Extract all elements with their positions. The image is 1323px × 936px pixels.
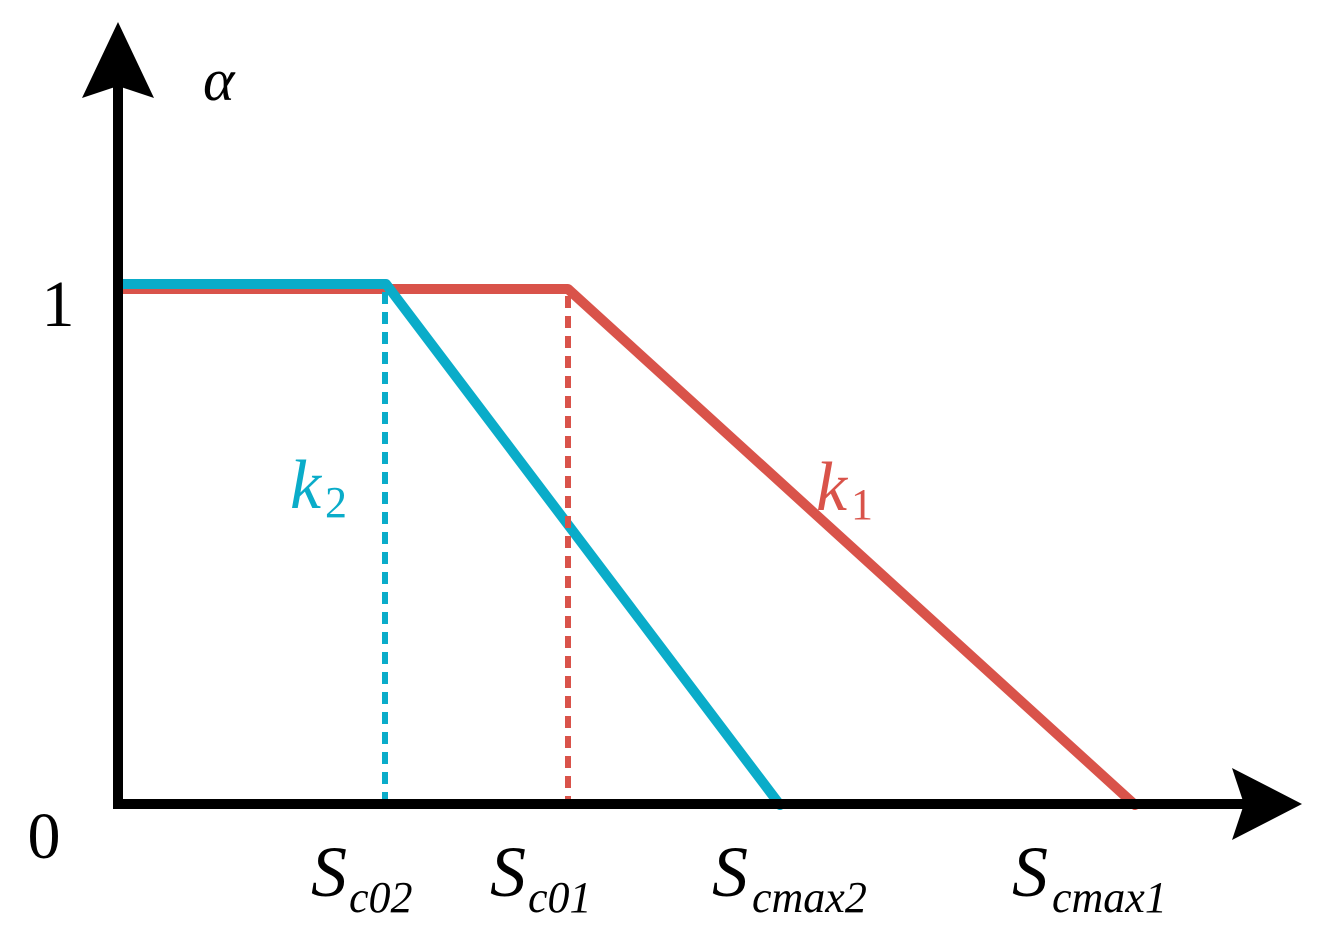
curve-k1: [113, 284, 1140, 810]
x-axis-arrowhead: [1232, 768, 1302, 840]
x-tick-label-scmax1: Scmax1: [1012, 832, 1167, 922]
y-axis-arrowhead: [82, 22, 154, 98]
x-tick-label-scmax2: Scmax2: [712, 832, 867, 922]
y-axis-label: α: [203, 47, 236, 113]
curve-k2: [117, 279, 785, 810]
label-k2: k2: [290, 447, 347, 527]
y-tick-label-1: 1: [42, 268, 75, 341]
x-tick-label-sc01: Sc01: [490, 832, 592, 922]
origin-label-0: 0: [28, 800, 61, 873]
label-k1: k1: [816, 449, 873, 529]
x-tick-label-sc02: Sc02: [311, 832, 413, 922]
